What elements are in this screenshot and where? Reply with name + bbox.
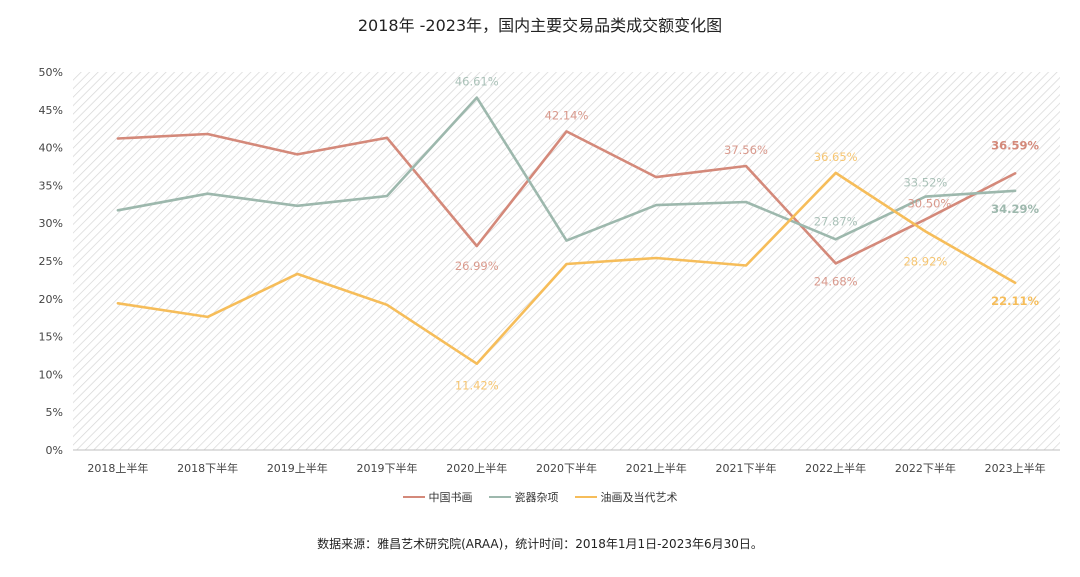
data-label: 30.50% xyxy=(907,196,951,210)
x-tick-label: 2020下半年 xyxy=(536,461,597,475)
x-tick-label: 2021下半年 xyxy=(715,461,776,475)
data-label: 24.68% xyxy=(814,274,858,288)
legend-swatch xyxy=(402,496,425,498)
x-tick-label: 2020上半年 xyxy=(446,461,507,475)
data-label: 33.52% xyxy=(903,176,947,190)
data-label: 26.99% xyxy=(455,259,499,273)
data-label: 34.29% xyxy=(991,202,1039,216)
data-label: 42.14% xyxy=(545,108,589,122)
y-tick-label: 35% xyxy=(39,179,63,192)
data-label: 28.92% xyxy=(903,254,947,268)
legend-label: 瓷器杂项 xyxy=(514,491,559,504)
source-note: 数据来源：雅昌艺术研究院(ARAA)，统计时间：2018年1月1日-2023年6… xyxy=(317,537,763,551)
data-label: 22.11% xyxy=(991,294,1039,308)
chart-title: 2018年 -2023年，国内主要交易品类成交额变化图 xyxy=(357,16,723,35)
y-tick-label: 45% xyxy=(39,104,63,117)
data-label: 11.42% xyxy=(455,379,499,393)
legend: 中国书画 瓷器杂项 油画及当代艺术 xyxy=(0,489,1080,505)
y-tick-label: 15% xyxy=(39,331,63,344)
series-line-2 xyxy=(116,171,1017,366)
y-tick-label: 20% xyxy=(39,293,63,306)
x-tick-label: 2022上半年 xyxy=(805,461,866,475)
series-line-0 xyxy=(116,130,1017,265)
plot-area-background xyxy=(73,72,1060,450)
y-tick-label: 0% xyxy=(46,444,63,457)
data-label: 27.87% xyxy=(814,214,858,228)
legend-item: 瓷器杂项 xyxy=(488,489,559,505)
x-tick-label: 2018上半年 xyxy=(87,461,148,475)
series-line-1 xyxy=(116,96,1017,242)
data-label: 36.59% xyxy=(991,138,1039,152)
y-tick-label: 50% xyxy=(39,66,63,79)
x-tick-label: 2019下半年 xyxy=(357,461,418,475)
x-axis: 2018上半年 2018下半年 2019上半年 2019下半年 2020上半年 2020下… xyxy=(73,449,1060,475)
data-label: 46.61% xyxy=(455,75,499,89)
y-tick-label: 5% xyxy=(46,406,63,419)
y-tick-label: 40% xyxy=(39,142,63,155)
legend-item: 油画及当代艺术 xyxy=(574,489,678,505)
legend-item: 中国书画 xyxy=(402,489,473,505)
x-tick-label: 2022下半年 xyxy=(895,461,956,475)
data-label: 36.65% xyxy=(814,150,858,164)
y-tick-label: 30% xyxy=(39,217,63,230)
series-lines xyxy=(116,96,1017,366)
x-tick-label: 2023上半年 xyxy=(985,461,1046,475)
x-tick-label: 2018下半年 xyxy=(177,461,238,475)
legend-label: 油画及当代艺术 xyxy=(600,491,678,504)
data-label: 37.56% xyxy=(724,143,768,157)
x-tick-label: 2021上半年 xyxy=(626,461,687,475)
legend-label: 中国书画 xyxy=(428,491,473,504)
x-tick-label: 2019上半年 xyxy=(267,461,328,475)
data-labels: 26.99% 42.14% 37.56% 24.68% 30.50% 36.59% 46.6… xyxy=(455,75,1040,393)
y-axis: 0% 5% 10% 15% 20% 25% 30% 35% 40% 45% 50% xyxy=(39,66,63,457)
legend-swatch xyxy=(574,496,597,498)
y-tick-label: 25% xyxy=(39,255,63,268)
legend-swatch xyxy=(488,496,511,498)
y-tick-label: 10% xyxy=(39,368,63,381)
